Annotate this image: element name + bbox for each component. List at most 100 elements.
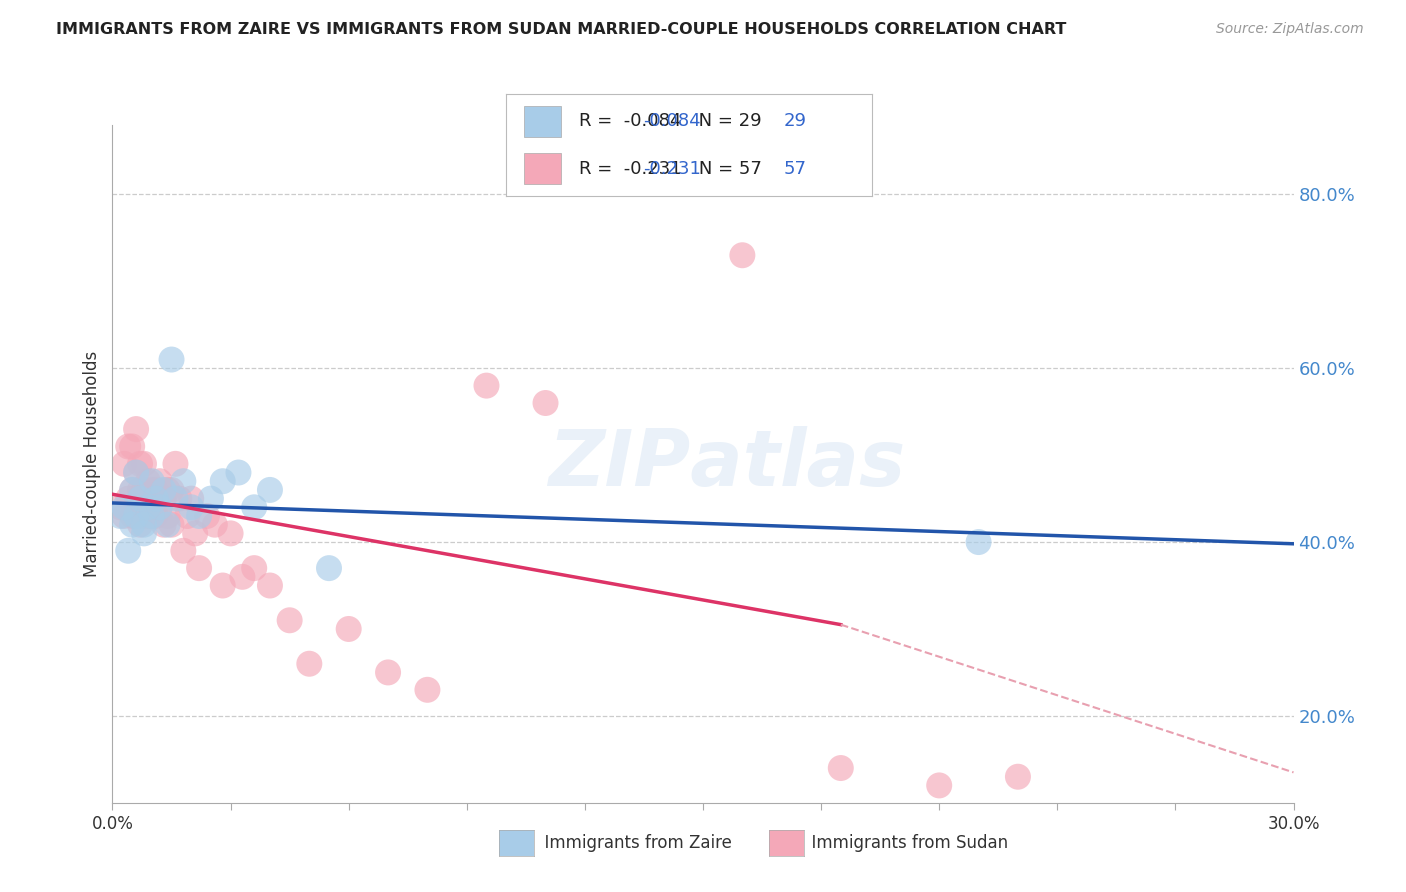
- Point: [112, 457, 135, 471]
- Text: IMMIGRANTS FROM ZAIRE VS IMMIGRANTS FROM SUDAN MARRIED-COUPLE HOUSEHOLDS CORRELA: IMMIGRANTS FROM ZAIRE VS IMMIGRANTS FROM…: [56, 22, 1067, 37]
- Point: [121, 440, 143, 454]
- Point: [318, 561, 340, 575]
- Point: [110, 508, 132, 523]
- Point: [219, 526, 242, 541]
- Point: [259, 483, 281, 497]
- Point: [117, 543, 139, 558]
- Point: [188, 561, 211, 575]
- Point: [160, 352, 183, 367]
- Point: [121, 483, 143, 497]
- Bar: [524, 153, 561, 184]
- Point: [152, 517, 174, 532]
- Point: [211, 474, 233, 488]
- Point: [967, 535, 990, 549]
- Point: [165, 491, 187, 506]
- Point: [121, 483, 143, 497]
- Point: [141, 474, 163, 488]
- Point: [195, 508, 218, 523]
- Point: [112, 508, 135, 523]
- Point: [132, 517, 155, 532]
- Point: [475, 378, 498, 392]
- Point: [141, 483, 163, 497]
- Point: [132, 457, 155, 471]
- Y-axis label: Married-couple Households: Married-couple Households: [83, 351, 101, 577]
- Point: [149, 500, 172, 515]
- Point: [129, 491, 152, 506]
- Point: [125, 466, 148, 480]
- Point: [169, 491, 191, 506]
- Point: [416, 682, 439, 697]
- Point: [152, 483, 174, 497]
- Point: [132, 526, 155, 541]
- Point: [112, 500, 135, 515]
- Point: [117, 491, 139, 506]
- Point: [145, 508, 167, 523]
- Point: [337, 622, 360, 636]
- Point: [129, 483, 152, 497]
- Point: [145, 483, 167, 497]
- Point: [231, 570, 253, 584]
- Point: [180, 491, 202, 506]
- Point: [125, 466, 148, 480]
- Point: [110, 500, 132, 515]
- Point: [188, 508, 211, 523]
- Point: [180, 500, 202, 515]
- Text: R =  -0.231   N = 57: R = -0.231 N = 57: [579, 160, 762, 178]
- Text: 29: 29: [785, 112, 807, 130]
- Point: [125, 422, 148, 436]
- Point: [928, 779, 950, 793]
- Point: [172, 543, 194, 558]
- Point: [145, 491, 167, 506]
- Point: [136, 500, 159, 515]
- Point: [125, 508, 148, 523]
- Point: [243, 561, 266, 575]
- Point: [613, 153, 636, 167]
- Point: [172, 474, 194, 488]
- Point: [156, 508, 179, 523]
- Point: [211, 578, 233, 592]
- Point: [228, 466, 250, 480]
- Point: [141, 508, 163, 523]
- Point: [125, 500, 148, 515]
- Point: [121, 508, 143, 523]
- Point: [204, 517, 226, 532]
- Point: [184, 526, 207, 541]
- Text: Source: ZipAtlas.com: Source: ZipAtlas.com: [1216, 22, 1364, 37]
- Point: [129, 517, 152, 532]
- Point: [298, 657, 321, 671]
- Text: Immigrants from Sudan: Immigrants from Sudan: [801, 834, 1008, 852]
- Point: [534, 396, 557, 410]
- Text: Immigrants from Zaire: Immigrants from Zaire: [534, 834, 733, 852]
- Text: ZIP​atlas: ZIP​atlas: [548, 425, 905, 502]
- Bar: [524, 106, 561, 136]
- Point: [152, 491, 174, 506]
- Point: [1007, 770, 1029, 784]
- Point: [278, 613, 301, 627]
- Text: R =  -0.084   N = 29: R = -0.084 N = 29: [579, 112, 762, 130]
- Point: [731, 248, 754, 262]
- Text: 57: 57: [785, 160, 807, 178]
- Point: [117, 440, 139, 454]
- Point: [830, 761, 852, 775]
- Point: [149, 474, 172, 488]
- Point: [136, 508, 159, 523]
- Point: [156, 483, 179, 497]
- Point: [200, 491, 222, 506]
- Point: [165, 457, 187, 471]
- Point: [141, 508, 163, 523]
- Point: [121, 517, 143, 532]
- Point: [136, 474, 159, 488]
- Point: [132, 483, 155, 497]
- Point: [160, 483, 183, 497]
- Point: [259, 578, 281, 592]
- Point: [129, 457, 152, 471]
- Point: [176, 508, 198, 523]
- Point: [132, 508, 155, 523]
- Point: [243, 500, 266, 515]
- Text: -0.231: -0.231: [644, 160, 702, 178]
- Text: -0.084: -0.084: [644, 112, 700, 130]
- Point: [156, 517, 179, 532]
- Point: [149, 500, 172, 515]
- Point: [160, 517, 183, 532]
- Point: [377, 665, 399, 680]
